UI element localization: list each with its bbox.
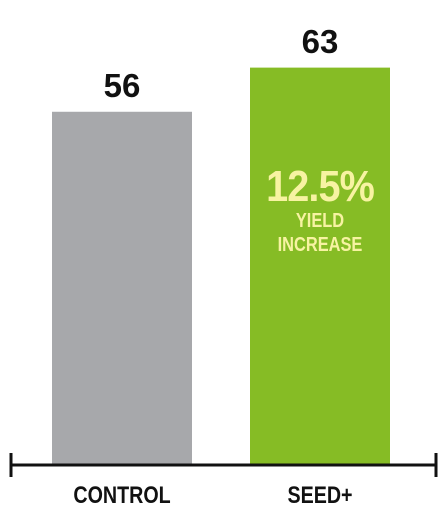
x-axis	[9, 453, 438, 477]
tick-label-control: CONTROL	[73, 482, 171, 509]
bar-control	[52, 111, 192, 466]
annotation-line-increase: INCREASE	[277, 234, 363, 256]
data-label-control: 56	[103, 66, 141, 104]
tick-label-seed-plus: SEED+	[287, 482, 353, 509]
data-label-seed-plus: 63	[301, 22, 339, 60]
annotation-percent: 12.5%	[266, 162, 375, 211]
bar-seed-plus	[250, 67, 390, 465]
yield-annotation: 12.5% YIELD INCREASE	[250, 165, 390, 257]
bars-layer	[52, 67, 390, 466]
annotation-line-yield: YIELD	[295, 210, 345, 232]
